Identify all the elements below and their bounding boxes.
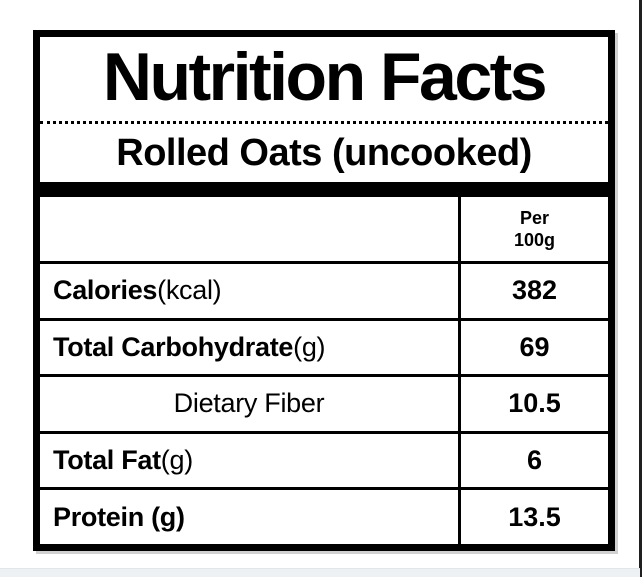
screen-bottom-strip <box>0 568 640 577</box>
nutrition-row: Dietary Fiber 10.5 <box>40 377 608 434</box>
product-name: Rolled Oats (uncooked) <box>116 132 532 174</box>
thick-divider-bar <box>40 182 608 197</box>
nutrient-name-rest: (kcal) <box>157 275 222 306</box>
nutrient-value: 10.5 <box>458 377 608 431</box>
nutrient-name-bold: Total Fat <box>53 445 161 476</box>
table-header-row: Per 100g <box>40 197 608 264</box>
nutrient-name-bold: Calories <box>53 275 158 306</box>
nutrition-facts-label: Nutrition Facts Rolled Oats (uncooked) P… <box>33 30 615 551</box>
nutrient-value: 69 <box>458 320 608 375</box>
nutrient-name: Dietary Fiber <box>40 377 458 431</box>
nutrient-name-rest: Dietary Fiber <box>173 388 325 419</box>
header-empty-cell <box>40 197 458 261</box>
nutrition-row: Total Fat (g) 6 <box>40 433 608 491</box>
nutrient-name: Protein (g) <box>40 490 458 544</box>
per-100g-header: Per 100g <box>458 197 608 261</box>
nutrient-value: 6 <box>458 433 608 488</box>
nutrient-name: Calories (kcal) <box>40 264 458 318</box>
nutrient-name: Total Fat (g) <box>40 434 458 488</box>
nutrient-name-bold: Protein (g) <box>53 501 185 532</box>
nutrient-value: 13.5 <box>458 490 608 544</box>
nutrient-name-rest: (g) <box>160 445 193 476</box>
nutrition-row: Protein (g) 13.5 <box>40 490 608 544</box>
nutrition-row: Calories (kcal) 382 <box>40 264 608 321</box>
nutrition-table: Per 100g Calories (kcal) 382 Total Carbo… <box>40 197 608 544</box>
title-block: Nutrition Facts <box>40 37 608 124</box>
label-title: Nutrition Facts <box>102 39 548 115</box>
per-100g-header-line2: 100g <box>513 230 556 250</box>
per-100g-header-line1: Per <box>519 208 550 228</box>
screen-right-edge-line <box>639 0 642 577</box>
nutrition-row: Total Carbohydrate (g) 69 <box>40 320 608 378</box>
nutrient-value: 382 <box>458 264 608 318</box>
nutrient-name: Total Carbohydrate (g) <box>40 321 458 375</box>
nutrient-name-bold: Total Carbohydrate <box>53 331 294 362</box>
subtitle-block: Rolled Oats (uncooked) <box>40 124 608 182</box>
nutrient-name-rest: (g) <box>293 331 326 362</box>
